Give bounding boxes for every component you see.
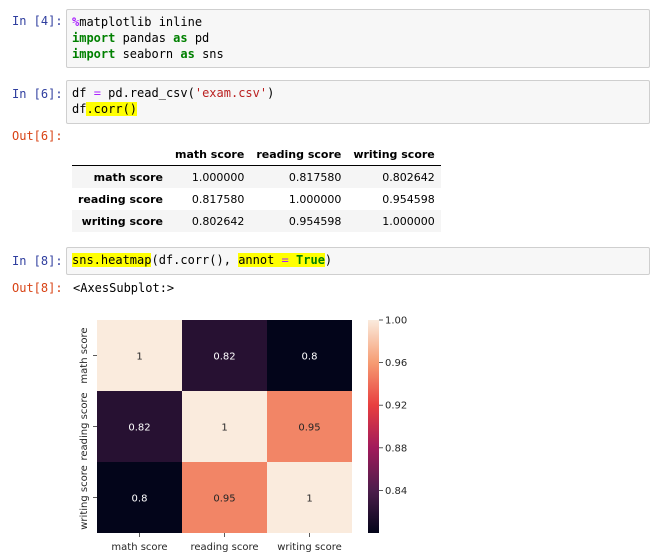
code-cell-input[interactable]: %matplotlib inline import pandas as pd i… [66, 9, 650, 68]
code-line: df = pd.read_csv('exam.csv') [72, 86, 275, 100]
y-tick-label: reading score [79, 392, 90, 460]
heatmap-cell [97, 320, 182, 391]
table-cell: 0.817580 [191, 192, 245, 206]
table-row: writing score 0.802642 0.954598 1.000000 [72, 210, 441, 232]
y-tick-label: writing score [79, 465, 90, 530]
cell-prompt: In [8]: [12, 254, 63, 268]
heatmap-cell [182, 320, 267, 391]
heatmap-cell [97, 391, 182, 462]
heatmap-cell [267, 462, 352, 533]
y-tick-label: math score [79, 327, 90, 383]
table-cell: 1.000000 [382, 214, 435, 228]
colorbar [368, 320, 379, 533]
table-cell: 0.954598 [382, 192, 435, 206]
table-cell: 1.000000 [288, 192, 342, 206]
colorbar-tick-label: 0.88 [385, 443, 407, 454]
row-label: math score [93, 170, 163, 184]
colorbar-tick-label: 0.84 [385, 486, 407, 497]
x-tick-label: reading score [190, 542, 258, 553]
heatmap-annotation: 0.8 [132, 494, 148, 505]
dataframe-table: math score reading score writing score m… [72, 143, 441, 232]
heatmap-cell [182, 391, 267, 462]
row-label: reading score [78, 192, 163, 206]
colorbar-tick-label: 1.00 [385, 316, 407, 327]
row-label: writing score [81, 214, 163, 228]
x-tick-label: math score [111, 542, 167, 553]
cell-prompt: In [6]: [12, 87, 63, 101]
heatmap-cell [267, 320, 352, 391]
code-line: df.corr() [72, 102, 138, 116]
table-row: reading score 0.817580 1.000000 0.954598 [72, 188, 441, 210]
code-cell-input[interactable]: df = pd.read_csv('exam.csv') df.corr() [66, 80, 650, 124]
code-cell-input[interactable]: sns.heatmap(df.corr(), annot = True) [66, 247, 650, 275]
code-line: import seaborn as sns [72, 47, 224, 61]
table-cell: 0.954598 [288, 214, 342, 228]
heatmap-cell [267, 391, 352, 462]
table-header: writing score [347, 143, 441, 166]
heatmap-annotation: 1 [306, 494, 312, 505]
table-cell: 0.802642 [382, 170, 435, 184]
x-tick-label: writing score [277, 542, 342, 553]
table-header [72, 143, 169, 166]
table-header: math score [169, 143, 251, 166]
heatmap-annotation: 1 [221, 423, 227, 434]
colorbar-tick-label: 0.96 [385, 358, 407, 369]
heatmap-annotation: 0.82 [128, 423, 150, 434]
heatmap-annotation: 1 [136, 352, 142, 363]
code-line: %matplotlib inline [72, 15, 203, 29]
heatmap-chart: 1 0.82 0.8 0.82 1 0.95 0.8 0.95 1 math score readi… [79, 316, 407, 554]
cell-prompt: In [4]: [12, 14, 63, 28]
code-line: import pandas as pd [72, 31, 210, 45]
heatmap-cell [182, 462, 267, 533]
output-prompt: Out[6]: [12, 129, 63, 143]
output-text: <AxesSubplot:> [73, 281, 175, 295]
heatmap-annotation: 0.8 [302, 352, 318, 363]
table-row: math score 1.000000 0.817580 0.802642 [72, 165, 441, 188]
table-header: reading score [250, 143, 348, 166]
table-cell: 0.817580 [288, 170, 342, 184]
output-prompt: Out[8]: [12, 281, 63, 295]
code-line: sns.heatmap(df.corr(), annot = True) [72, 253, 333, 267]
table-cell: 1.000000 [191, 170, 245, 184]
heatmap-cell [97, 462, 182, 533]
heatmap-annotation: 0.95 [213, 494, 235, 505]
colorbar-tick-label: 0.92 [385, 401, 407, 412]
table-cell: 0.802642 [191, 214, 245, 228]
heatmap-annotation: 0.95 [298, 423, 320, 434]
heatmap-annotation: 0.82 [213, 352, 235, 363]
